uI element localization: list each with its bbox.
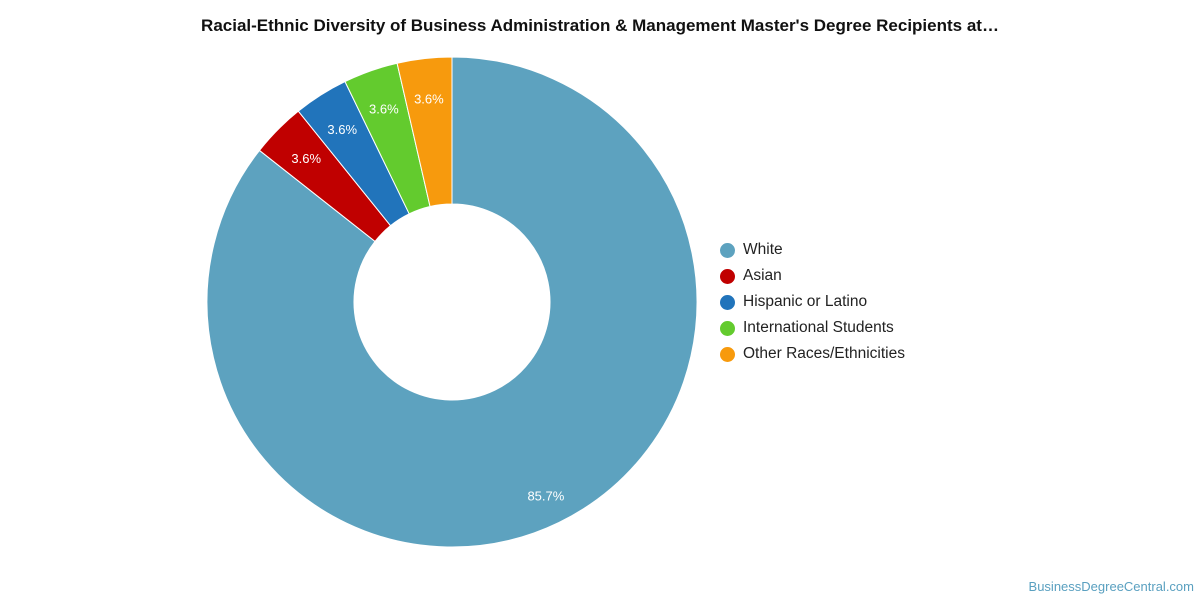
data-label-white: 85.7% xyxy=(527,488,564,503)
chart-title: Racial-Ethnic Diversity of Business Admi… xyxy=(201,16,999,35)
legend-swatch-white xyxy=(720,242,735,258)
legend-label-hispanic: Hispanic or Latino xyxy=(743,293,868,310)
legend-swatch-international xyxy=(720,320,735,336)
data-label-international: 3.6% xyxy=(369,102,399,117)
legend-label-white: White xyxy=(743,241,783,258)
legend: White Asian Hispanic or Latino Internati… xyxy=(720,240,905,364)
slice-other[interactable] xyxy=(396,56,453,208)
legend-swatch-hispanic xyxy=(720,294,735,310)
donut-chart: 85.7% 3.6% 3.6% 3.6% 3.6% xyxy=(206,56,698,548)
data-label-asian: 3.6% xyxy=(291,151,321,166)
legend-label-international: International Students xyxy=(743,319,894,336)
legend-item-other[interactable]: Other Races/Ethnicities xyxy=(720,344,905,364)
slice-white[interactable] xyxy=(206,56,698,548)
source-credit[interactable]: BusinessDegreeCentral.com xyxy=(1028,579,1194,594)
legend-swatch-asian xyxy=(720,268,735,284)
legend-label-asian: Asian xyxy=(743,267,782,284)
legend-item-international[interactable]: International Students xyxy=(720,318,905,338)
legend-item-white[interactable]: White xyxy=(720,240,905,260)
legend-swatch-other xyxy=(720,346,735,362)
legend-item-hispanic[interactable]: Hispanic or Latino xyxy=(720,292,905,312)
legend-item-asian[interactable]: Asian xyxy=(720,266,905,286)
data-label-other: 3.6% xyxy=(414,91,444,106)
legend-label-other: Other Races/Ethnicities xyxy=(743,345,905,362)
data-label-hispanic: 3.6% xyxy=(327,122,357,137)
